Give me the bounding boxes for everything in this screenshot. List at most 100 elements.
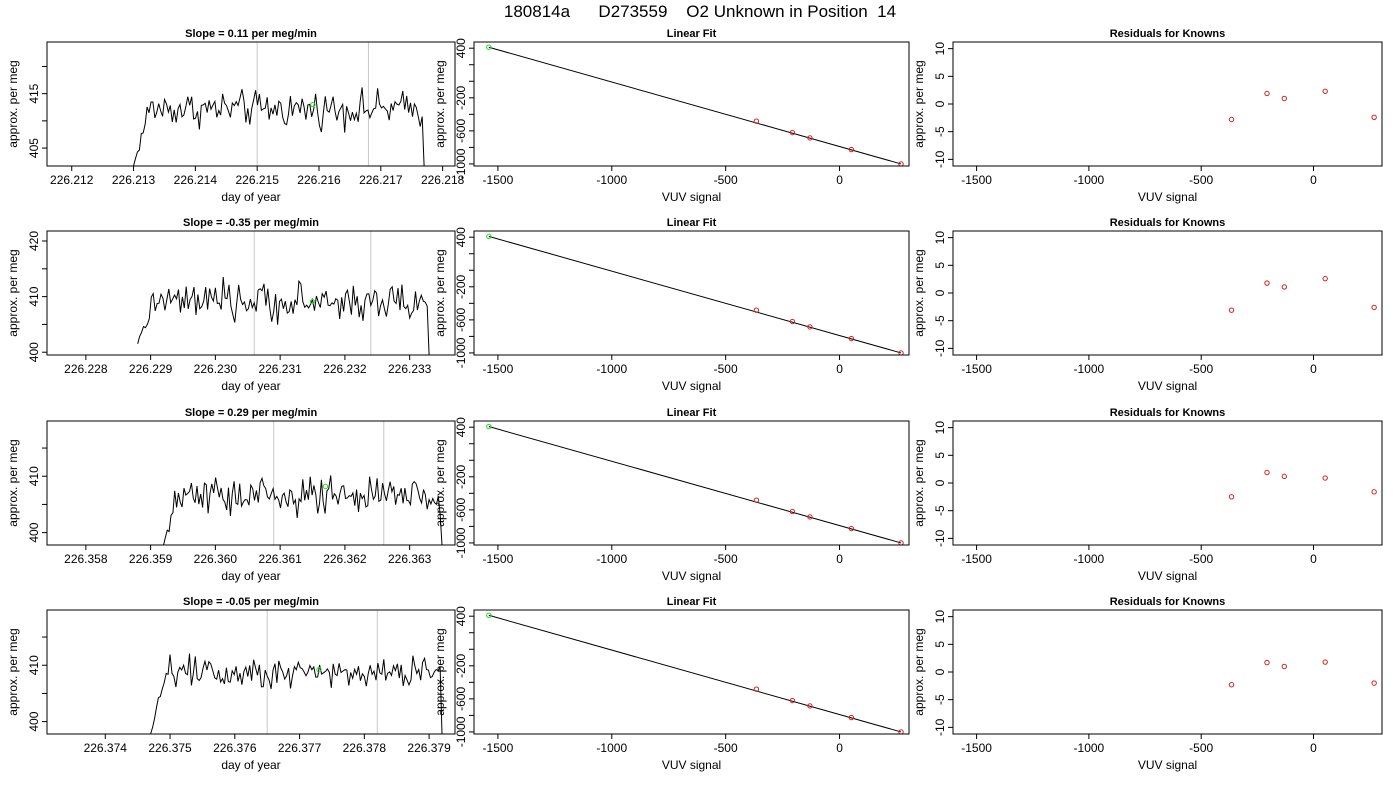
y-axis-label: approx. per meg <box>433 249 447 336</box>
unknown-point <box>486 612 492 618</box>
y-tick-label: -10 <box>933 339 947 357</box>
plot-frame <box>473 609 910 735</box>
y-tick-label: -1000 <box>454 337 468 368</box>
y-tick-label: 5 <box>933 73 947 80</box>
known-point <box>898 350 904 355</box>
plot-title: Linear Fit <box>667 217 717 229</box>
plot-data <box>1228 659 1377 688</box>
known-point <box>1281 284 1287 290</box>
plot-frame <box>46 420 456 546</box>
known-point <box>1371 680 1377 686</box>
plot-title: Residuals for Knowns <box>1110 407 1226 419</box>
signal-trace <box>137 276 430 355</box>
x-axis-label: VUV signal <box>1138 190 1197 204</box>
known-point <box>898 161 904 166</box>
x-axis-label: VUV signal <box>662 190 721 204</box>
y-tick-label: 400 <box>454 606 468 626</box>
known-point <box>789 697 796 704</box>
y-tick-label: 400 <box>27 342 41 362</box>
plot-title: Residuals for Knowns <box>1110 596 1226 608</box>
fit-line <box>488 235 902 354</box>
x-tick-label: -1000 <box>596 552 627 566</box>
plot-data <box>486 44 904 166</box>
known-point <box>1264 90 1270 97</box>
x-axis-label: VUV signal <box>662 379 721 393</box>
x-axis-label: day of year <box>221 379 280 393</box>
plot-data <box>486 423 904 545</box>
known-point <box>848 146 855 153</box>
known-point <box>1281 473 1287 480</box>
x-tick-label: -1500 <box>961 741 992 755</box>
x-tick-label: -1500 <box>483 362 514 376</box>
x-tick-label: 0 <box>1310 173 1317 187</box>
plot-title: Residuals for Knowns <box>1110 28 1226 40</box>
y-tick-label: 0 <box>933 668 947 675</box>
x-tick-label: 0 <box>836 173 843 187</box>
y-tick-label: 400 <box>454 227 468 247</box>
known-point <box>807 514 813 520</box>
x-tick-label: 226.378 <box>343 741 387 755</box>
plot-data <box>133 42 425 166</box>
x-tick-label: -1000 <box>1074 173 1105 187</box>
x-tick-label: -1500 <box>961 552 992 566</box>
unknown-mean-point <box>316 667 322 673</box>
panel-1-1: Slope = 0.11 per meg/min 226.212 226.213 22… <box>6 28 465 204</box>
x-tick-label: -1000 <box>1074 741 1105 755</box>
x-tick-label: 226.228 <box>64 362 108 376</box>
x-tick-label: 226.379 <box>407 741 451 755</box>
unknown-mean-point <box>309 298 316 305</box>
y-tick-label: 400 <box>27 711 41 731</box>
x-tick-label: -500 <box>714 552 738 566</box>
y-tick-label: 10 <box>933 610 947 624</box>
panel-4-1: Slope = -0.05 per meg/min 226.374 226.375 2… <box>6 596 456 772</box>
known-point <box>1322 88 1328 94</box>
x-axis-label: day of year <box>221 190 280 204</box>
known-point <box>753 307 760 313</box>
known-point <box>1264 469 1270 476</box>
plot-frame <box>473 230 910 356</box>
y-tick-label: 410 <box>27 655 41 675</box>
known-point <box>848 525 855 532</box>
unknown-point <box>486 233 492 240</box>
x-axis-label: day of year <box>221 758 280 772</box>
known-point <box>753 497 760 503</box>
plot-data <box>1228 275 1377 313</box>
y-tick-label: -5 <box>933 126 947 137</box>
plot-title: Slope = -0.05 per meg/min <box>183 596 319 608</box>
x-tick-label: 226.217 <box>359 173 403 187</box>
known-point <box>1281 95 1287 102</box>
y-tick-label: 405 <box>27 138 41 158</box>
plot-data <box>137 231 430 355</box>
y-axis-label: approx. per meg <box>912 249 926 336</box>
known-point <box>898 540 904 545</box>
panel-4-2: Linear Fit -1500 -1000 -500 0 -1000 -600 -200 40… <box>433 596 910 772</box>
signal-trace <box>150 653 443 734</box>
x-tick-label: 0 <box>836 552 843 566</box>
y-tick-label: -200 <box>454 464 468 488</box>
plot-frame <box>473 420 910 546</box>
plot-title: Slope = -0.35 per meg/min <box>183 217 319 229</box>
plot-frame <box>473 41 910 167</box>
y-tick-label: 0 <box>933 100 947 107</box>
panel-1-3: Residuals for Knowns -1500 -1000 -500 0 -10 -5… <box>912 28 1383 204</box>
panel-2-1: Slope = -0.35 per meg/min 226.228 226.229 2… <box>6 217 456 393</box>
fit-line <box>488 426 902 544</box>
x-tick-label: -500 <box>714 362 738 376</box>
plot-title: Linear Fit <box>667 596 717 608</box>
panel-2-2: Linear Fit -1500 -1000 -500 0 -1000 -600 -200 40… <box>433 217 910 393</box>
y-axis-label: approx. per meg <box>433 439 447 526</box>
plot-frame <box>952 230 1383 356</box>
known-point <box>807 135 813 141</box>
known-point <box>807 324 813 330</box>
panel-4-3: Residuals for Knowns -1500 -1000 -500 0 -10 -5… <box>912 596 1383 772</box>
y-tick-label: 415 <box>27 83 41 103</box>
known-point <box>1228 682 1235 688</box>
x-tick-label: -1500 <box>483 173 514 187</box>
x-tick-label: 226.376 <box>213 741 257 755</box>
panel-1-2: Linear Fit -1500 -1000 -500 0 -1000 -600 -200 40… <box>433 28 910 204</box>
known-point <box>1322 275 1328 282</box>
y-tick-label: 5 <box>933 262 947 269</box>
y-tick-label: -1000 <box>454 716 468 747</box>
plot-frame <box>952 420 1383 546</box>
x-tick-label: -500 <box>1189 173 1213 187</box>
